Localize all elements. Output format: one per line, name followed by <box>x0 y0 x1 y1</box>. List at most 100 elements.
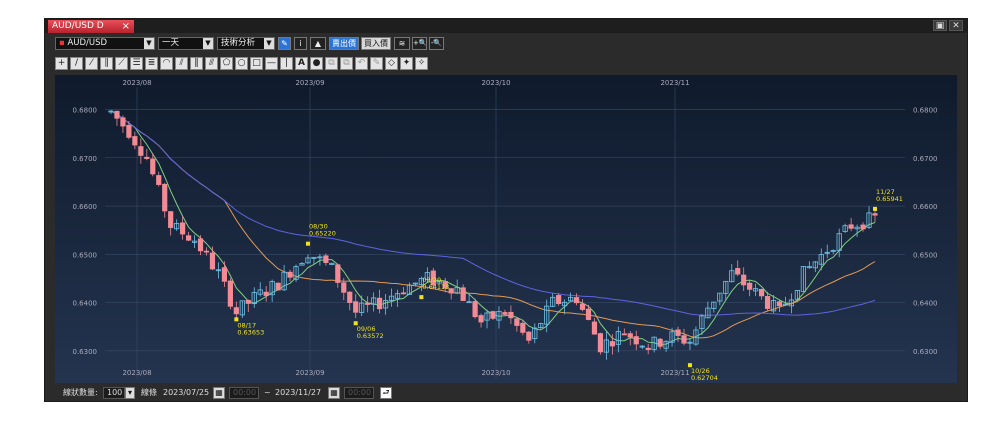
crosshair-icon[interactable]: + <box>55 57 68 70</box>
candle-body <box>215 269 222 272</box>
symbol-select[interactable]: ▪ AUD/USD ▼ <box>55 37 155 50</box>
bottom-bar: 線狀數量: 100 ▾ 線條 2023/07/25 ▦ 00:00 ~ 2023… <box>45 385 967 401</box>
candle-body <box>711 301 717 309</box>
annotation-date: 09/06 <box>357 325 376 333</box>
tab-close-icon[interactable]: × <box>121 21 130 32</box>
candle-body <box>854 226 860 230</box>
candle-body <box>621 333 627 336</box>
chart-type-icon[interactable]: ▲ <box>310 37 326 50</box>
candle-body <box>150 158 156 175</box>
tech-analysis-select[interactable]: 技術分析 ▼ <box>217 37 275 50</box>
candle-body <box>496 311 502 321</box>
arc-icon[interactable]: ◠ <box>160 57 173 70</box>
pen-icon[interactable]: ✎ <box>278 37 291 50</box>
y-tick-label-left: 0.6600 <box>73 203 98 211</box>
candle-body <box>794 290 801 300</box>
candle-body <box>227 280 233 307</box>
annotation-date: 09/20 <box>422 276 441 284</box>
candle-body <box>329 262 335 265</box>
magic-icon[interactable]: ✧ <box>415 57 428 70</box>
candle-body <box>651 336 657 350</box>
buy-price-button[interactable]: 買入價 <box>361 37 391 50</box>
annotation-marker <box>687 363 692 368</box>
candle-body <box>860 224 866 230</box>
return-icon[interactable]: ⮐ <box>380 387 392 399</box>
fibonacci-icon[interactable]: ≣ <box>145 57 158 70</box>
candle-body <box>460 287 466 301</box>
annotation-marker <box>305 241 310 246</box>
annotation-value: 0.64113 <box>422 283 449 291</box>
candlestick-chart[interactable]: 0.6800 0.6800 0.6700 0.6700 0.6600 0.6600 0.65… <box>55 75 957 383</box>
indicator-icon[interactable]: ≋ <box>394 37 410 50</box>
annotation-date: 11/27 <box>876 188 895 196</box>
hlines-icon[interactable]: ☰ <box>130 57 143 70</box>
settings-icon[interactable]: ✦ <box>400 57 413 70</box>
candle-body <box>705 307 711 319</box>
fan-icon[interactable]: ⫽ <box>175 57 188 70</box>
candle-body <box>753 288 759 292</box>
candle-body <box>335 264 341 283</box>
candle-body <box>424 272 430 280</box>
vlines-icon[interactable]: ‖ <box>190 57 203 70</box>
zoom-out-button[interactable]: -🔍 <box>429 37 444 50</box>
line-icon[interactable]: / <box>70 57 83 70</box>
candle-body <box>663 340 669 349</box>
parallel-icon[interactable]: ∥ <box>100 57 113 70</box>
period-value: 一天 <box>162 38 180 48</box>
vline-icon[interactable]: | <box>280 57 293 70</box>
candle-body <box>567 296 574 302</box>
undo-icon[interactable]: ↶ <box>355 57 368 70</box>
flag-icon: ▪ <box>59 38 65 48</box>
time-to[interactable]: 00:00 <box>344 387 374 399</box>
sell-price-button[interactable]: 賣出價 <box>329 37 359 50</box>
circle-icon[interactable]: ○ <box>235 57 248 70</box>
rectangle-icon[interactable]: □ <box>250 57 263 70</box>
marker-icon[interactable]: ● <box>310 57 323 70</box>
period-select[interactable]: 一天 ▼ <box>158 37 214 50</box>
paste-icon[interactable]: ⧉ <box>340 57 353 70</box>
candle-body <box>299 263 305 266</box>
close-window-icon[interactable]: ✕ <box>949 20 963 31</box>
y-tick-label-left: 0.6800 <box>73 106 98 114</box>
candle-body <box>376 297 383 310</box>
y-tick-label-right: 0.6400 <box>913 300 938 308</box>
time-from[interactable]: 00:00 <box>229 387 259 399</box>
polygon-icon[interactable]: ⬠ <box>220 57 233 70</box>
zoom-in-button[interactable]: +🔍 <box>412 37 428 50</box>
x-tick-label-top: 2023/10 <box>481 79 510 87</box>
trend-icon[interactable]: ⟋ <box>115 57 128 70</box>
ray-icon[interactable]: ⁄ <box>85 57 98 70</box>
screenshot-icon[interactable]: ▣ <box>933 20 947 31</box>
candle-body <box>436 280 442 284</box>
chevron-down-icon: ▼ <box>264 38 274 49</box>
stepper-down-icon[interactable]: ▾ <box>125 387 135 399</box>
hline-icon[interactable]: — <box>265 57 278 70</box>
eraser-icon[interactable]: ◇ <box>385 57 398 70</box>
count-select[interactable]: 100 <box>103 387 125 399</box>
candle-body <box>478 315 484 323</box>
copy-icon[interactable]: ⧉ <box>325 57 338 70</box>
candle-body <box>633 336 639 345</box>
candle-body <box>836 233 842 251</box>
edit-icon[interactable]: ✎ <box>370 57 383 70</box>
info-icon[interactable]: i <box>294 37 307 50</box>
chart-background <box>55 75 957 383</box>
date-to[interactable]: 2023/11/27 <box>275 388 322 397</box>
candle-body <box>365 302 371 305</box>
candle-body <box>412 282 419 285</box>
chart-area[interactable]: 0.6800 0.6800 0.6700 0.6700 0.6600 0.6600 0.65… <box>55 75 957 383</box>
candle-body <box>305 257 311 264</box>
candle-body <box>448 288 454 294</box>
text-icon[interactable]: A <box>295 57 308 70</box>
candle-body <box>842 225 848 232</box>
channel-icon[interactable]: ⫻ <box>205 57 218 70</box>
calendar-icon[interactable]: ▦ <box>328 387 340 399</box>
candle-body <box>532 327 538 340</box>
date-from[interactable]: 2023/07/25 <box>163 388 210 397</box>
calendar-icon[interactable]: ▦ <box>213 387 225 399</box>
title-bar: AUD/USD D × ▣ ✕ <box>45 19 967 33</box>
candle-body <box>126 124 132 138</box>
annotation-value: 0.63572 <box>357 332 384 340</box>
chart-tab[interactable]: AUD/USD D × <box>48 20 134 33</box>
candle-body <box>168 211 174 228</box>
